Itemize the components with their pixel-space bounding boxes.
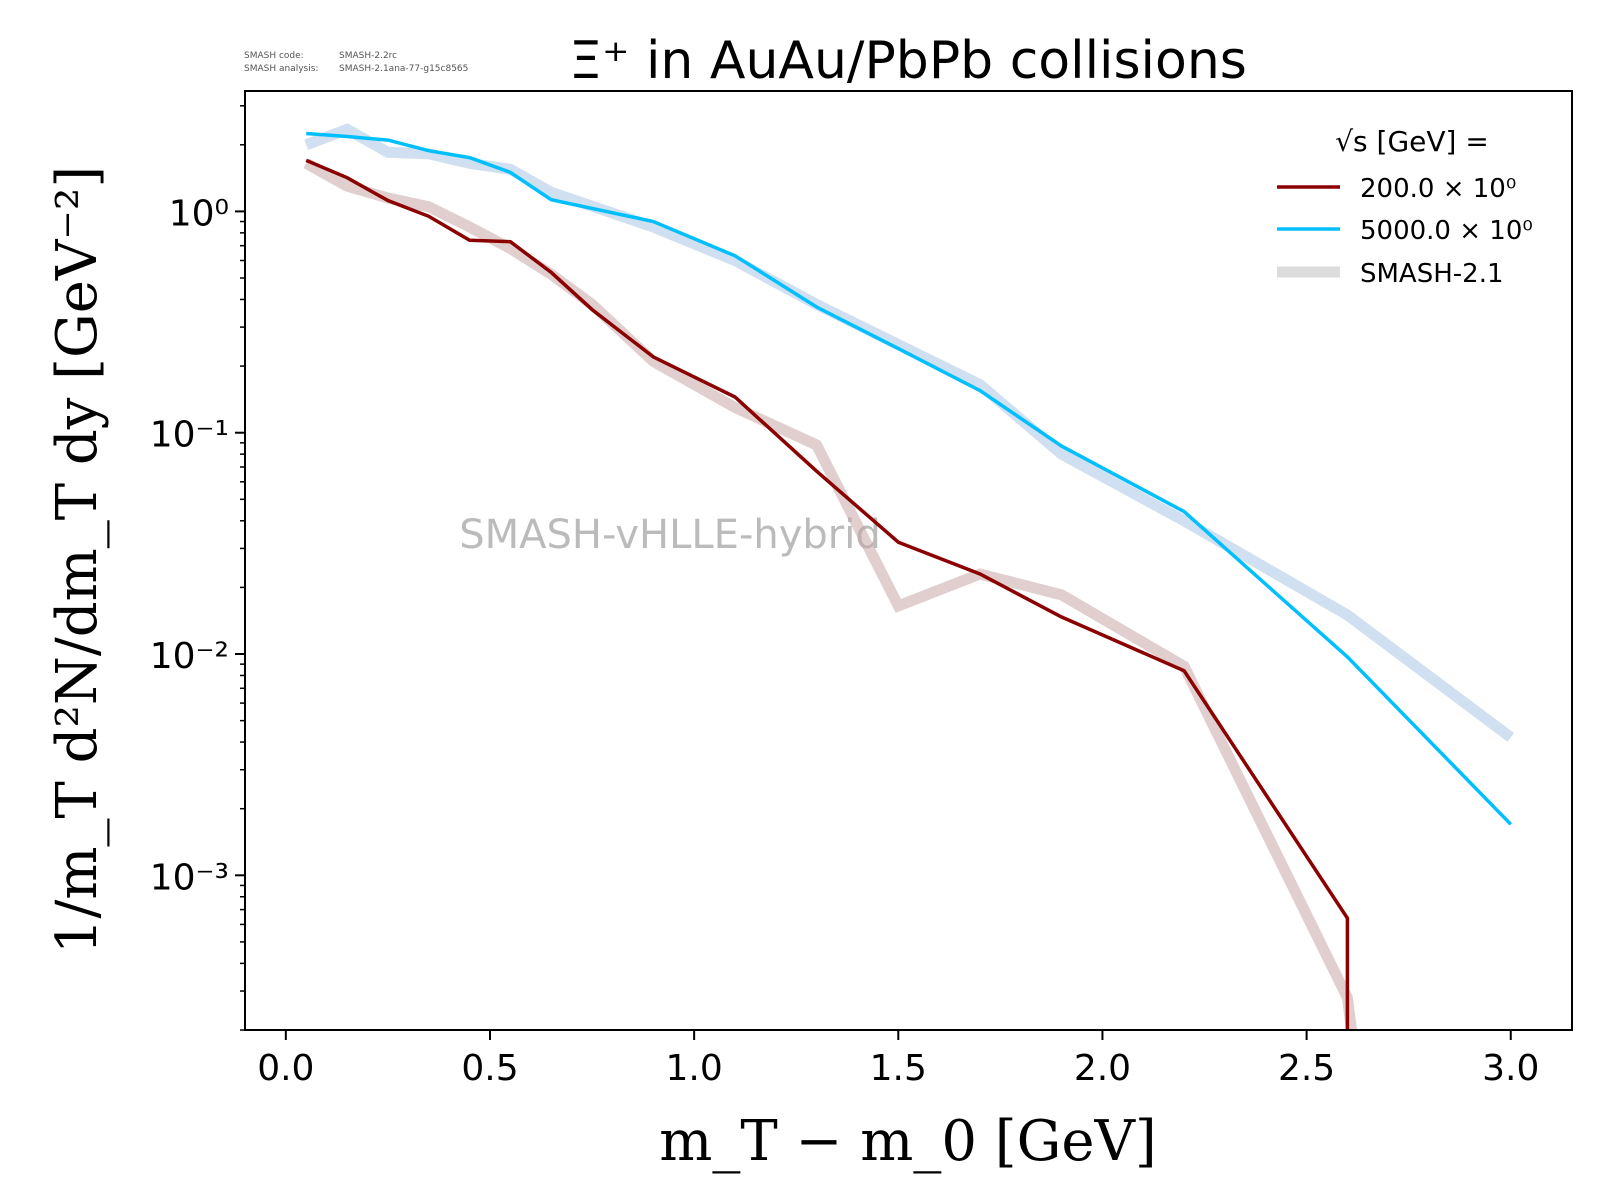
series-line-1 bbox=[304, 123, 1515, 742]
series-layer bbox=[303, 123, 1515, 1031]
smash-code-value: SMASH-2.2rc bbox=[339, 51, 397, 61]
legend-title: √s [GeV] = bbox=[1335, 125, 1489, 158]
y-tick-label: 10⁻³ bbox=[150, 857, 229, 898]
legend-label-200: 200.0 × 10⁰ bbox=[1360, 174, 1516, 204]
x-tick-label: 3.0 bbox=[1482, 1048, 1539, 1089]
x-tick-label: 2.0 bbox=[1074, 1048, 1131, 1089]
legend: √s [GeV] = 200.0 × 10⁰ 5000.0 × 10⁰ SMAS… bbox=[1277, 125, 1533, 289]
series-line-3 bbox=[306, 131, 1513, 826]
x-tick-label: 0.5 bbox=[461, 1048, 518, 1089]
smash-analysis-label: SMASH analysis: bbox=[244, 64, 318, 74]
plot-frame bbox=[244, 90, 1573, 1031]
x-tick-label: 1.0 bbox=[666, 1048, 723, 1089]
ticks-layer: 0.0 0.5 1.0 1.5 2.0 2.5 3.0 10⁰ 10⁻¹ 10⁻² 10⁻³ bbox=[150, 105, 1539, 1089]
watermark: SMASH-vHLLE-hybrid bbox=[459, 512, 880, 558]
chart-title: Ξ⁺ in AuAu/PbPb collisions bbox=[569, 31, 1247, 91]
y-axis-label: 1/m_T d²N/dm_T dy [GeV⁻²] bbox=[45, 166, 110, 954]
smash-code-label: SMASH code: bbox=[244, 51, 304, 61]
y-tick-label: 10⁻² bbox=[150, 636, 229, 677]
x-tick-label: 2.5 bbox=[1278, 1048, 1335, 1089]
y-tick-label: 10⁰ bbox=[169, 193, 229, 234]
x-tick-label: 0.0 bbox=[257, 1048, 314, 1089]
legend-label-5000: 5000.0 × 10⁰ bbox=[1360, 216, 1533, 246]
smash-analysis-value: SMASH-2.1ana-77-g15c8565 bbox=[339, 64, 468, 74]
series-line-0 bbox=[303, 158, 1357, 1031]
y-tick-label: 10⁻¹ bbox=[150, 415, 229, 456]
series-line-2 bbox=[305, 158, 1350, 1030]
legend-label-smash: SMASH-2.1 bbox=[1360, 259, 1504, 289]
x-tick-label: 1.5 bbox=[870, 1048, 927, 1089]
x-axis-label: m_T − m_0 [GeV] bbox=[659, 1109, 1157, 1174]
